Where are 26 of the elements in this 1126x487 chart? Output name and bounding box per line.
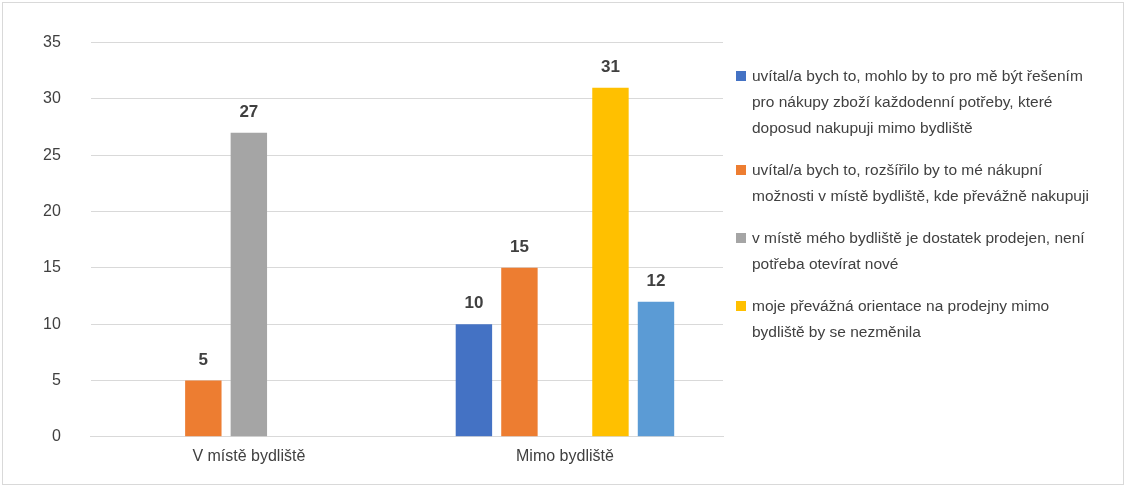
y-tick-label: 35 (43, 33, 61, 51)
data-label: 31 (601, 56, 620, 76)
bar (501, 267, 538, 437)
data-label: 10 (464, 293, 484, 313)
data-label: 12 (646, 270, 666, 290)
bar (230, 132, 268, 437)
legend-label: uvítal/a bych to, rozšířilo by to mé nákupní možnosti v místě bydliště, kde převážně nakupuji (752, 160, 1090, 206)
bar (637, 301, 675, 437)
y-tick-label: 0 (51, 427, 61, 445)
bar (185, 380, 222, 437)
data-label: 15 (509, 237, 529, 257)
y-tick-label: 30 (43, 89, 61, 107)
y-tick-label: 10 (43, 314, 61, 332)
data-label: 27 (239, 101, 259, 121)
legend-label: moje převážná orientace na prodejny mimo bydliště by se nezměnila (752, 296, 1051, 342)
bar (592, 87, 629, 437)
data-label: 5 (198, 349, 209, 369)
legend-label: v místě mého bydliště je dostatek prodejen, není potřeba otevírat nové (752, 228, 1086, 274)
y-tick-label: 5 (51, 370, 61, 388)
legend-label: uvítal/a bych to, mohlo by to pro mě být řešením pro nákupy zboží každodenní potřeby, které doposud nakupuji mimo bydliště (752, 66, 1084, 138)
bar (455, 324, 493, 437)
x-tick-label: Mimo bydliště (516, 446, 614, 464)
y-tick-label: 15 (43, 258, 61, 276)
x-tick-label: V místě bydliště (192, 446, 306, 464)
y-tick-label: 20 (43, 201, 61, 219)
y-tick-label: 25 (43, 145, 61, 163)
